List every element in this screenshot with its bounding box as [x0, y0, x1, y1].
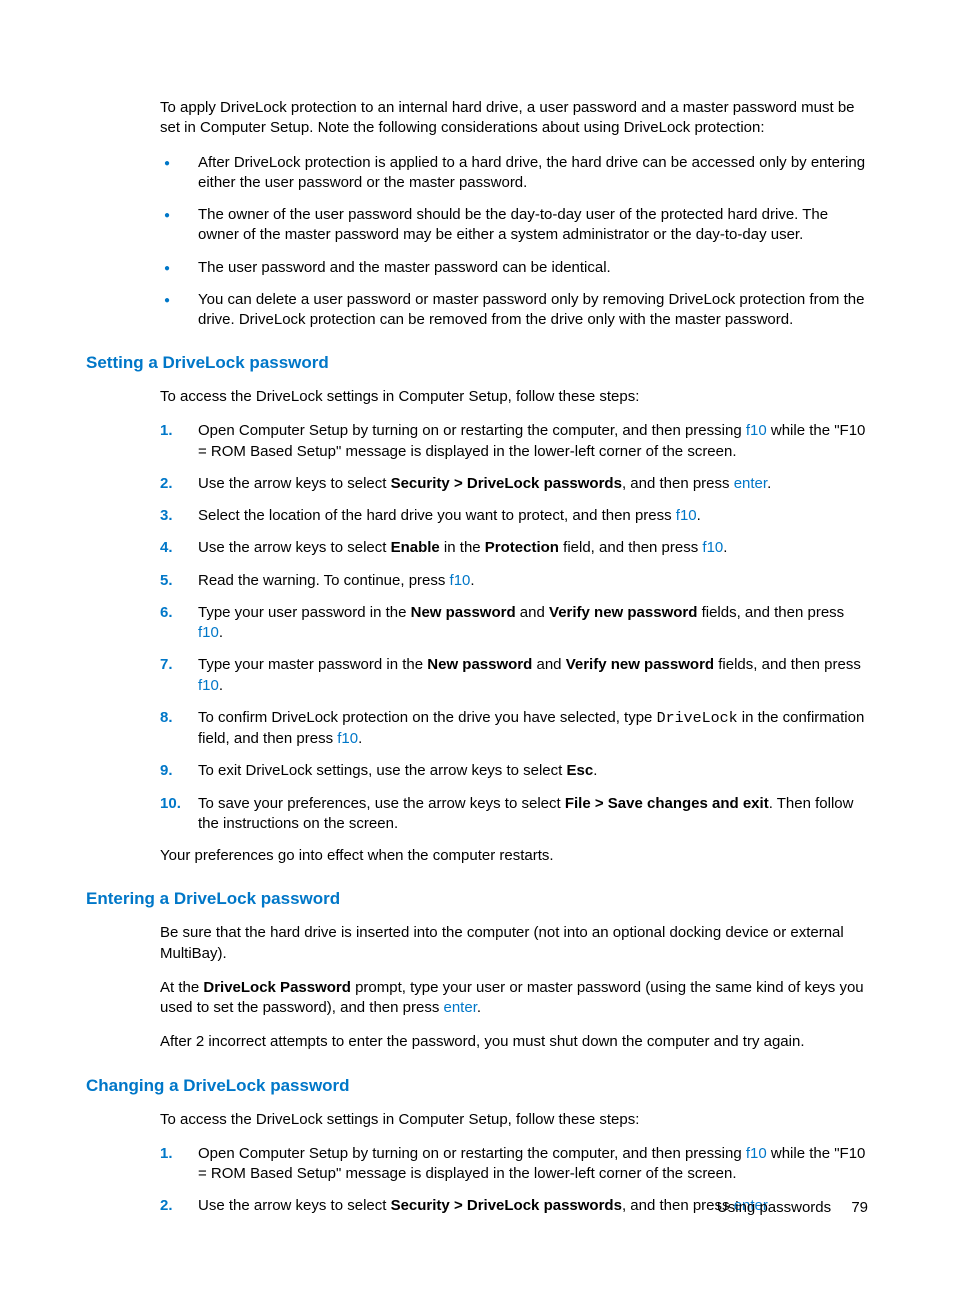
bold-text: New password — [427, 656, 532, 673]
key-f10: f10 — [676, 507, 697, 524]
step-text: . — [219, 624, 223, 641]
list-item: After DriveLock protection is applied to… — [160, 153, 868, 194]
key-enter: enter — [734, 475, 767, 492]
step-item: To exit DriveLock settings, use the arro… — [160, 761, 868, 781]
step-text: in the — [440, 539, 485, 556]
step-text: fields, and then press — [714, 656, 861, 673]
bold-text: Security > DriveLock passwords — [391, 475, 622, 492]
page-number: 79 — [851, 1199, 868, 1216]
step-text: Read the warning. To continue, press — [198, 572, 450, 589]
step-item: Read the warning. To continue, press f10… — [160, 571, 868, 591]
paragraph-text: . — [477, 999, 481, 1016]
list-item: The owner of the user password should be… — [160, 205, 868, 246]
section-lead: To access the DriveLock settings in Comp… — [86, 387, 868, 407]
bold-text: Esc — [567, 762, 594, 779]
step-text: Select the location of the hard drive yo… — [198, 507, 676, 524]
section-tail: Your preferences go into effect when the… — [86, 846, 868, 866]
footer-section: Using passwords — [717, 1199, 831, 1216]
step-text: Use the arrow keys to select — [198, 539, 391, 556]
bold-text: Security > DriveLock passwords — [391, 1197, 622, 1214]
section-lead: To access the DriveLock settings in Comp… — [86, 1110, 868, 1130]
key-f10: f10 — [450, 572, 471, 589]
body-paragraph: After 2 incorrect attempts to enter the … — [86, 1032, 868, 1052]
step-item: Use the arrow keys to select Security > … — [160, 474, 868, 494]
step-text: . — [470, 572, 474, 589]
bold-text: File > Save changes and exit — [565, 795, 769, 812]
step-text: Type your master password in the — [198, 656, 427, 673]
key-f10: f10 — [746, 422, 767, 439]
paragraph-text: At the — [160, 979, 203, 996]
step-text: Open Computer Setup by turning on or res… — [198, 422, 746, 439]
bold-text: New password — [411, 604, 516, 621]
step-item: Type your master password in the New pas… — [160, 655, 868, 696]
bold-text: DriveLock Password — [203, 979, 351, 996]
setting-steps-list: Open Computer Setup by turning on or res… — [86, 421, 868, 834]
page-footer: Using passwords 79 — [717, 1198, 868, 1218]
step-text: . — [767, 475, 771, 492]
key-f10: f10 — [198, 677, 219, 694]
step-item: To confirm DriveLock protection on the d… — [160, 708, 868, 750]
intro-paragraph: To apply DriveLock protection to an inte… — [86, 98, 868, 139]
step-item: To save your preferences, use the arrow … — [160, 794, 868, 835]
key-f10: f10 — [337, 730, 358, 747]
step-text: field, and then press — [559, 539, 702, 556]
list-item: The user password and the master passwor… — [160, 258, 868, 278]
step-item: Open Computer Setup by turning on or res… — [160, 421, 868, 462]
step-item: Select the location of the hard drive yo… — [160, 506, 868, 526]
bold-text: Protection — [485, 539, 559, 556]
bold-text: Verify new password — [549, 604, 697, 621]
step-text: . — [219, 677, 223, 694]
step-text: . — [358, 730, 362, 747]
step-text: . — [697, 507, 701, 524]
key-f10: f10 — [746, 1145, 767, 1162]
heading-setting-drivelock: Setting a DriveLock password — [86, 352, 868, 375]
step-item: Use the arrow keys to select Enable in t… — [160, 538, 868, 558]
step-text: and — [532, 656, 565, 673]
mono-text: DriveLock — [657, 710, 738, 727]
heading-changing-drivelock: Changing a DriveLock password — [86, 1075, 868, 1098]
body-paragraph: Be sure that the hard drive is inserted … — [86, 923, 868, 964]
document-page: To apply DriveLock protection to an inte… — [0, 0, 954, 1289]
key-f10: f10 — [702, 539, 723, 556]
step-text: To confirm DriveLock protection on the d… — [198, 709, 657, 726]
step-text: fields, and then press — [697, 604, 844, 621]
step-text: To save your preferences, use the arrow … — [198, 795, 565, 812]
bold-text: Verify new password — [566, 656, 714, 673]
bold-text: Enable — [391, 539, 440, 556]
body-paragraph: At the DriveLock Password prompt, type y… — [86, 978, 868, 1019]
list-item: You can delete a user password or master… — [160, 290, 868, 331]
step-text: . — [593, 762, 597, 779]
step-text: Use the arrow keys to select — [198, 475, 391, 492]
step-text: Use the arrow keys to select — [198, 1197, 391, 1214]
step-text: and — [516, 604, 549, 621]
step-text: To exit DriveLock settings, use the arro… — [198, 762, 567, 779]
step-text: , and then press — [622, 475, 734, 492]
step-text: . — [723, 539, 727, 556]
step-item: Open Computer Setup by turning on or res… — [160, 1144, 868, 1185]
step-text: Type your user password in the — [198, 604, 411, 621]
intro-bullet-list: After DriveLock protection is applied to… — [86, 153, 868, 331]
key-enter: enter — [444, 999, 477, 1016]
key-f10: f10 — [198, 624, 219, 641]
heading-entering-drivelock: Entering a DriveLock password — [86, 888, 868, 911]
step-text: Open Computer Setup by turning on or res… — [198, 1145, 746, 1162]
step-item: Type your user password in the New passw… — [160, 603, 868, 644]
